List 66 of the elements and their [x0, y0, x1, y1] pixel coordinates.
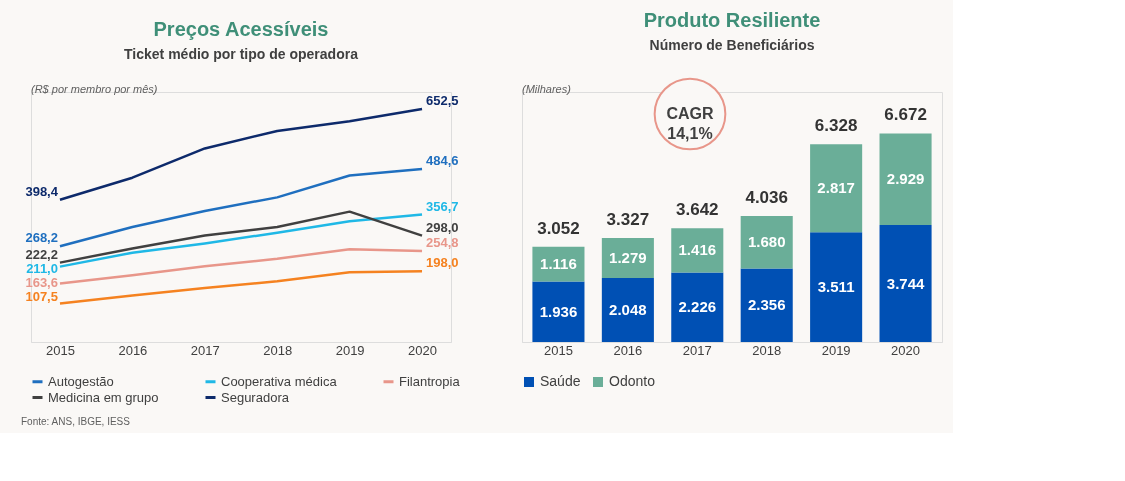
data-label: 2.356 — [747, 296, 786, 314]
x-tick-label: 2019 — [821, 342, 851, 358]
data-label: 1.936 — [539, 302, 578, 320]
x-tick-label: 2018 — [752, 342, 782, 358]
x-tick-label: 2019 — [335, 342, 365, 358]
data-label: 268,2 — [25, 230, 58, 246]
bar — [601, 278, 654, 342]
legend-label: Filantropia — [399, 373, 461, 389]
total-label: 3.642 — [676, 200, 719, 220]
data-label: 356,7 — [426, 198, 459, 214]
x-tick-label: 2017 — [190, 342, 220, 358]
chart-subtitle: Ticket médio por tipo de operadora — [124, 46, 359, 62]
chart-title: Preços Acessíveis — [153, 18, 329, 40]
bar — [740, 215, 793, 269]
bar — [532, 281, 585, 342]
x-tick-label: 2016 — [613, 342, 643, 358]
chart-subtitle: Número de Beneficiários — [649, 36, 815, 53]
x-tick-label: 2016 — [118, 342, 148, 358]
data-label: 1.279 — [609, 249, 647, 267]
data-label: 484,6 — [426, 152, 459, 168]
data-label: 2.817 — [817, 179, 855, 197]
chart-title: Produto Resiliente — [643, 8, 821, 31]
data-label: 107,5 — [25, 288, 58, 304]
legend-label: Autogestão — [48, 373, 114, 389]
bar — [810, 232, 863, 342]
x-tick-label: 2015 — [46, 342, 75, 358]
x-tick-label: 2017 — [682, 342, 712, 358]
data-label: 1.680 — [747, 233, 786, 251]
legend-label: Medicina em grupo — [48, 389, 159, 405]
data-label: 298,0 — [426, 219, 459, 235]
x-tick-label: 2015 — [543, 342, 573, 358]
data-label: 222,2 — [25, 246, 58, 262]
legend-label: Cooperativa médica — [221, 373, 338, 389]
x-tick-label: 2020 — [891, 342, 921, 358]
bar — [879, 133, 932, 225]
total-label: 6.328 — [814, 116, 858, 136]
data-label: 2.929 — [886, 170, 925, 188]
legend-label: Seguradora — [221, 389, 290, 405]
bar — [810, 144, 863, 233]
total-label: 3.052 — [537, 218, 580, 238]
data-label: 2.048 — [609, 301, 647, 318]
annotation: CAGR 14,1% — [666, 105, 714, 142]
data-label: 3.511 — [817, 278, 855, 296]
bar — [740, 268, 793, 342]
data-label: 254,8 — [426, 235, 459, 250]
data-label: 1.116 — [540, 255, 577, 273]
x-tick-label: 2018 — [263, 342, 293, 358]
total-label: 3.327 — [606, 210, 650, 230]
source-note: Fonte: ANS, IBGE, IESS — [21, 416, 131, 427]
x-tick-label: 2020 — [408, 342, 437, 358]
data-label: 652,5 — [426, 92, 459, 108]
data-label: 398,4 — [25, 183, 59, 199]
data-label: 3.744 — [886, 274, 925, 292]
y-axis-title: (Milhares) — [522, 83, 572, 95]
data-label: 1.416 — [678, 241, 717, 259]
data-label: 211,0 — [26, 260, 58, 276]
total-label: 4.036 — [745, 187, 788, 207]
bar — [671, 272, 724, 342]
total-label: 6.672 — [884, 105, 927, 125]
data-label: 163,6 — [25, 274, 58, 290]
data-label: 2.226 — [678, 298, 717, 316]
legend-label: Saúde — [540, 373, 581, 389]
legend-label: Odonto — [609, 373, 656, 389]
data-label: 198,0 — [426, 255, 459, 271]
bar — [879, 225, 932, 342]
y-axis-title: (R$ por membro por mês) — [31, 83, 158, 95]
